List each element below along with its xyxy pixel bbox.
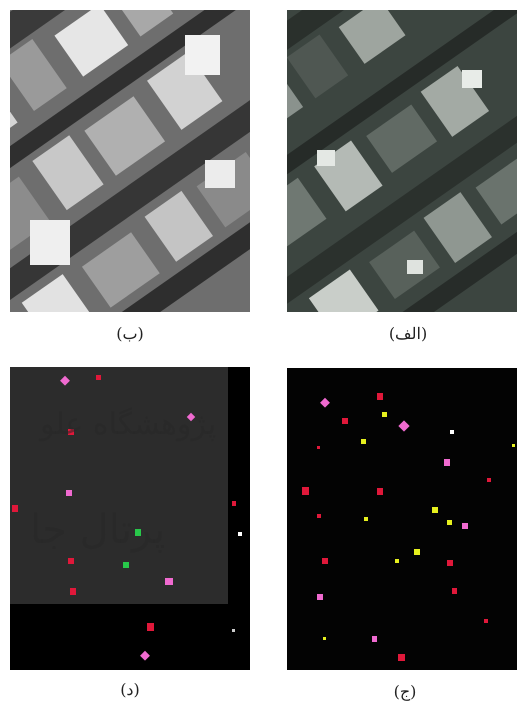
panel-detection [287,368,517,670]
caption-b: (ب) [116,324,144,343]
watermark-line-2: ﭘﺮﺗﺎل ﺟﺎ [30,507,166,553]
caption-dal: (د) [120,680,140,699]
panel-grayscale-aerial [10,10,250,312]
panel-detection-overlay: ﭘﮋوﻫﺸﮕﺎه ﻋﻠﻮ ﭘﺮﺗﺎل ﺟﺎ [10,367,250,670]
caption-alef: (الف) [388,324,428,343]
caption-jim: (ج) [393,682,417,701]
watermark-line-1: ﭘﮋوﻫﺸﮕﺎه ﻋﻠﻮ [40,407,217,442]
panel-color-aerial [287,10,517,312]
